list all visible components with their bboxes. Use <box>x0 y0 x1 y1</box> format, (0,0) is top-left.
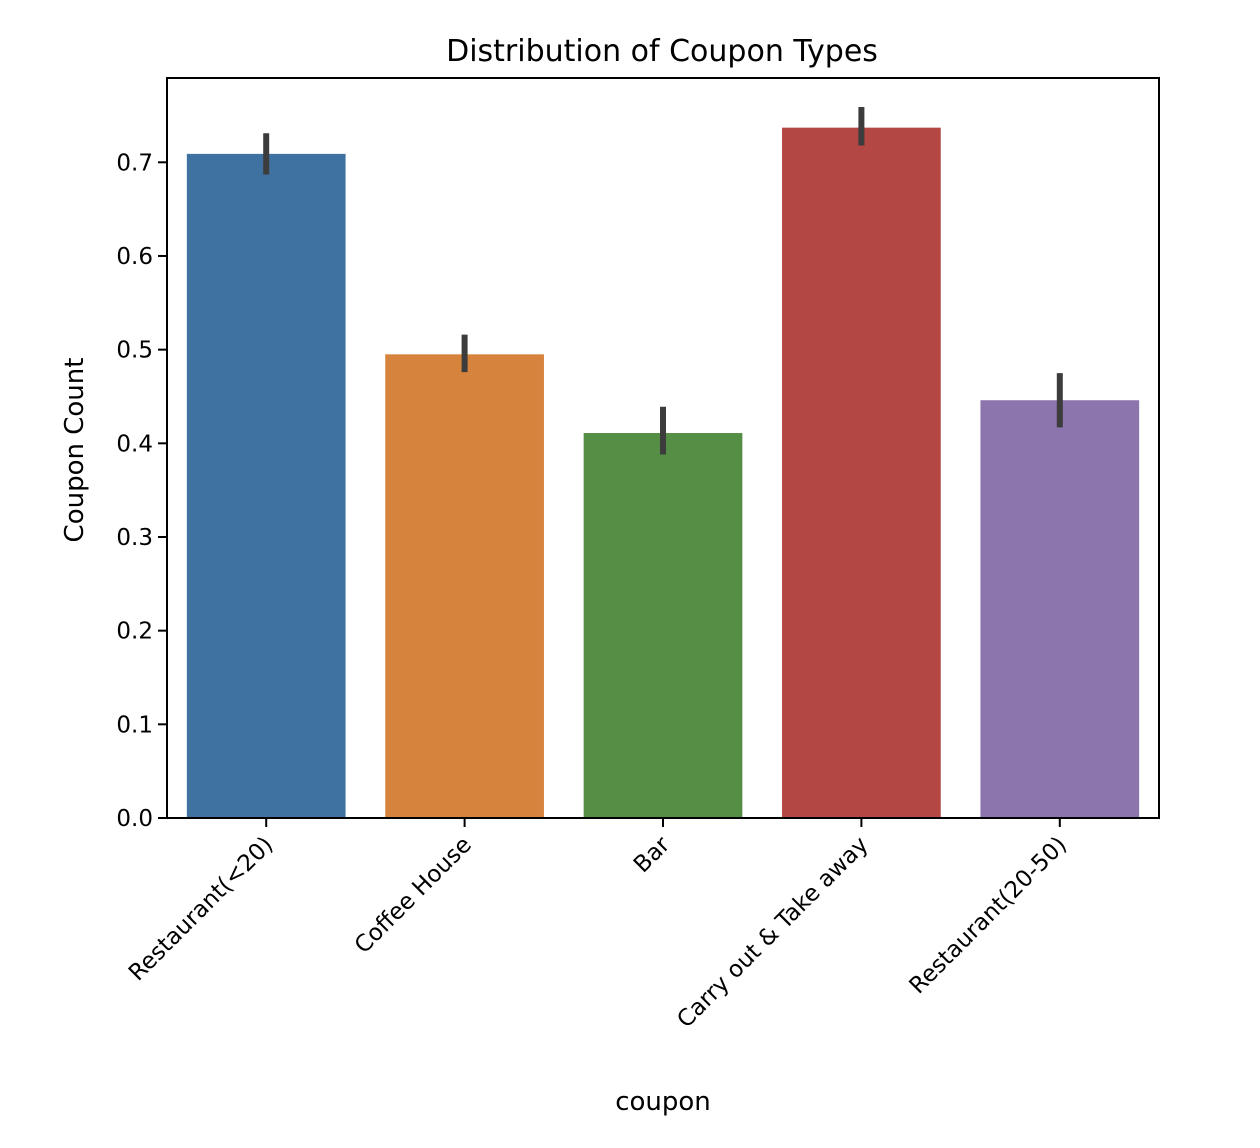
x-tick-label: Restaurant(<20) <box>124 832 278 986</box>
x-tick-label: Restaurant(20-50) <box>905 832 1072 999</box>
y-tick-label: 0.2 <box>116 619 153 645</box>
y-tick-label: 0.3 <box>116 525 153 551</box>
x-tick-label: Carry out & Take away <box>672 832 873 1033</box>
x-axis-label: coupon <box>615 1087 711 1117</box>
y-axis-label: Coupon Count <box>60 358 90 543</box>
y-axis: 0.0 0.1 0.2 0.3 0.4 0.5 0.6 0.7 <box>116 150 167 832</box>
y-tick-label: 0.5 <box>116 338 153 364</box>
bar <box>583 433 743 818</box>
bar <box>782 127 941 818</box>
plot-frame <box>166 77 1160 819</box>
plot-area <box>186 107 1140 818</box>
y-tick-label: 0.0 <box>116 806 153 832</box>
bar <box>186 153 346 818</box>
y-tick-label: 0.6 <box>116 244 153 270</box>
chart-title: Distribution of Coupon Types <box>446 34 878 69</box>
bar <box>385 354 544 818</box>
bar <box>980 400 1140 818</box>
y-tick-label: 0.1 <box>116 712 153 738</box>
y-tick-label: 0.4 <box>116 431 153 457</box>
x-tick-label: Coffee House <box>350 832 477 959</box>
y-tick-label: 0.7 <box>116 150 153 176</box>
x-tick-label: Bar <box>629 831 676 878</box>
